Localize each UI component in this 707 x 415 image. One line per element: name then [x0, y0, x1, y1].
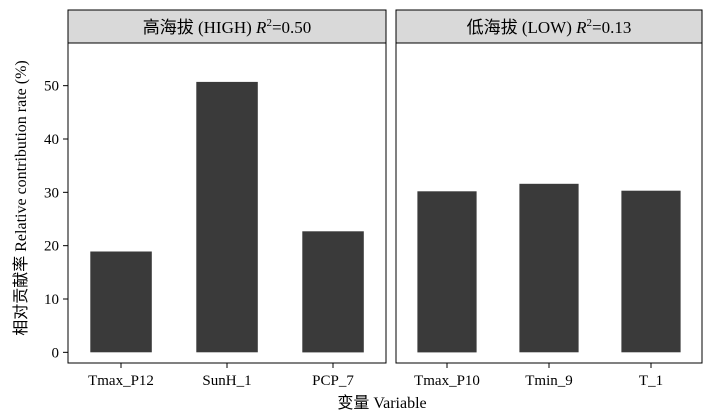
- y-tick-label: 30: [44, 185, 59, 201]
- y-axis: 0 10 20 30 40 50: [44, 79, 68, 361]
- bar-sunh-1: [196, 81, 258, 353]
- panel-strip-high: [67, 9, 387, 44]
- x-axis-title: 变量 Variable: [337, 394, 426, 412]
- x-tick-label: T_1: [639, 373, 663, 389]
- panel-title-low: 低海拔 (LOW) R2=0.13: [467, 17, 632, 37]
- bar-tmax-p10: [417, 191, 477, 353]
- y-tick-label: 40: [44, 132, 59, 148]
- y-tick-label: 10: [44, 292, 59, 308]
- x-axis: Tmax_P12 SunH_1 PCP_7 Tmax_P10 Tmin_9 T_1: [88, 363, 663, 389]
- panel-high-altitude: 高海拔 (HIGH) R2=0.50: [67, 9, 387, 364]
- x-tick-label: SunH_1: [202, 373, 251, 389]
- plot-area-low: [417, 183, 681, 353]
- bar-pcp-7: [302, 231, 364, 353]
- bar-tmin-9: [519, 183, 579, 353]
- bar-t-1: [621, 190, 681, 353]
- x-tick-label: Tmax_P12: [88, 373, 154, 389]
- bar-tmax-p12: [90, 251, 152, 353]
- y-tick-label: 20: [44, 239, 59, 255]
- x-tick-label: Tmax_P10: [414, 373, 480, 389]
- y-tick-label: 0: [52, 345, 60, 361]
- x-tick-label: Tmin_9: [525, 373, 573, 389]
- plot-area-high: [90, 81, 364, 353]
- panel-title-high: 高海拔 (HIGH) R2=0.50: [143, 17, 312, 37]
- panel-strip-low: [395, 9, 703, 44]
- x-tick-label: PCP_7: [312, 373, 354, 389]
- panel-low-altitude: 低海拔 (LOW) R2=0.13: [395, 9, 703, 364]
- y-axis-title: 相对贡献率 Relative contribution rate (%): [12, 60, 30, 336]
- y-tick-label: 50: [44, 79, 59, 95]
